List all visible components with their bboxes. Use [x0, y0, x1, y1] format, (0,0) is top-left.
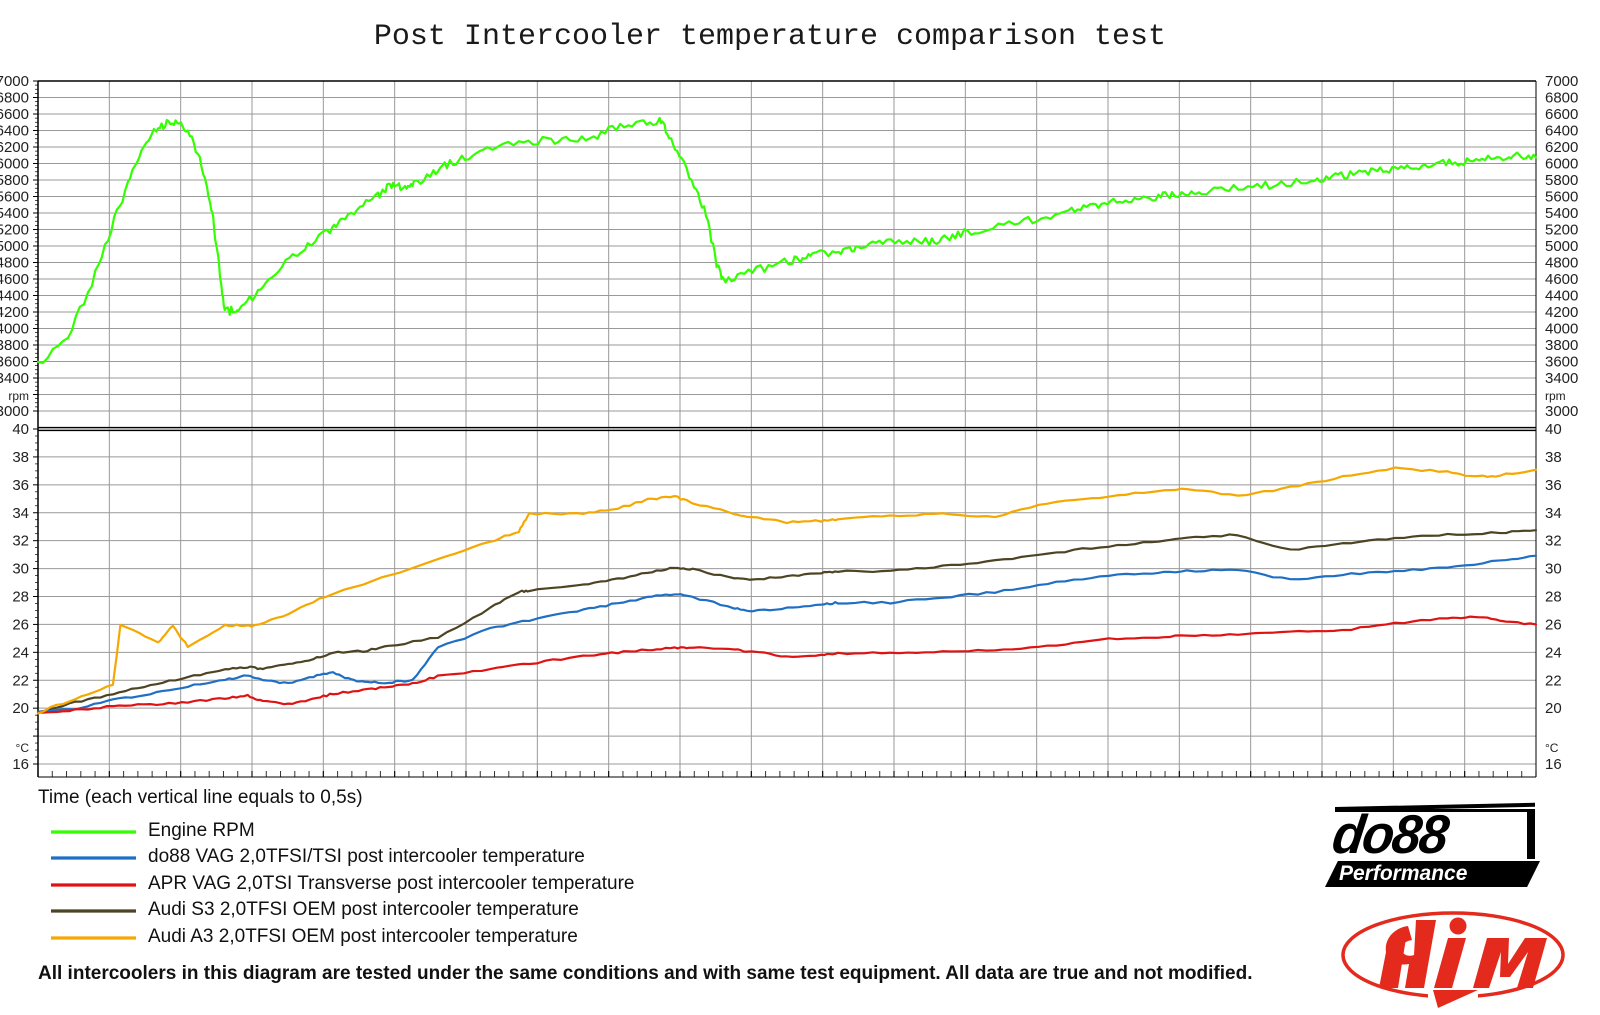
svg-text:6600: 6600: [1545, 106, 1578, 123]
svg-text:5000: 5000: [1545, 238, 1578, 255]
svg-text:4000: 4000: [0, 321, 29, 338]
svg-text:4200: 4200: [0, 304, 29, 321]
svg-text:5400: 5400: [1545, 205, 1578, 222]
svg-text:6600: 6600: [0, 106, 29, 123]
svg-text:6000: 6000: [0, 156, 29, 173]
svg-text:4800: 4800: [1545, 255, 1578, 272]
svg-text:3800: 3800: [1545, 337, 1578, 354]
svg-text:3400: 3400: [0, 370, 29, 387]
svg-text:°C: °C: [1545, 741, 1559, 755]
svg-text:rpm: rpm: [1545, 389, 1566, 403]
svg-text:6000: 6000: [1545, 156, 1578, 173]
svg-text:5200: 5200: [1545, 222, 1578, 239]
svg-text:5600: 5600: [0, 189, 29, 206]
svg-text:7000: 7000: [0, 73, 29, 90]
svg-text:rpm: rpm: [8, 389, 29, 403]
svg-text:5800: 5800: [1545, 172, 1578, 189]
svg-text:4800: 4800: [0, 255, 29, 272]
svg-text:32: 32: [12, 533, 29, 550]
svg-text:32: 32: [1545, 533, 1562, 550]
svg-text:6400: 6400: [0, 123, 29, 140]
svg-text:5200: 5200: [0, 222, 29, 239]
svg-text:4600: 4600: [1545, 271, 1578, 288]
svg-text:4200: 4200: [1545, 304, 1578, 321]
svg-text:30: 30: [1545, 561, 1562, 578]
svg-text:38: 38: [1545, 449, 1562, 466]
svg-text:26: 26: [12, 616, 29, 633]
svg-text:3800: 3800: [0, 337, 29, 354]
svg-text:36: 36: [12, 477, 29, 494]
svg-text:40: 40: [12, 421, 29, 438]
svg-text:30: 30: [12, 561, 29, 578]
svg-text:24: 24: [12, 644, 29, 661]
svg-text:6200: 6200: [0, 139, 29, 156]
svg-text:3600: 3600: [1545, 354, 1578, 371]
svg-text:6200: 6200: [1545, 139, 1578, 156]
svg-text:4000: 4000: [1545, 321, 1578, 338]
svg-text:26: 26: [1545, 616, 1562, 633]
svg-text:6800: 6800: [0, 90, 29, 107]
svg-text:4400: 4400: [0, 288, 29, 305]
svg-text:3000: 3000: [1545, 403, 1578, 420]
svg-text:34: 34: [1545, 505, 1562, 522]
svg-text:20: 20: [12, 700, 29, 717]
svg-text:4400: 4400: [1545, 288, 1578, 305]
svg-text:34: 34: [12, 505, 29, 522]
svg-text:16: 16: [12, 756, 29, 773]
svg-text:6400: 6400: [1545, 123, 1578, 140]
svg-text:5800: 5800: [0, 172, 29, 189]
svg-text:6800: 6800: [1545, 90, 1578, 107]
svg-text:22: 22: [12, 672, 29, 689]
svg-text:3000: 3000: [0, 403, 29, 420]
svg-text:28: 28: [12, 589, 29, 606]
svg-text:40: 40: [1545, 421, 1562, 438]
svg-text:5400: 5400: [0, 205, 29, 222]
svg-text:3600: 3600: [0, 354, 29, 371]
svg-text:4600: 4600: [0, 271, 29, 288]
svg-text:22: 22: [1545, 672, 1562, 689]
svg-text:5600: 5600: [1545, 189, 1578, 206]
svg-text:36: 36: [1545, 477, 1562, 494]
svg-text:5000: 5000: [0, 238, 29, 255]
svg-text:3400: 3400: [1545, 370, 1578, 387]
svg-text:24: 24: [1545, 644, 1562, 661]
svg-text:38: 38: [12, 449, 29, 466]
svg-text:16: 16: [1545, 756, 1562, 773]
svg-text:7000: 7000: [1545, 73, 1578, 90]
svg-text:20: 20: [1545, 700, 1562, 717]
svg-text:°C: °C: [16, 741, 30, 755]
svg-text:28: 28: [1545, 589, 1562, 606]
